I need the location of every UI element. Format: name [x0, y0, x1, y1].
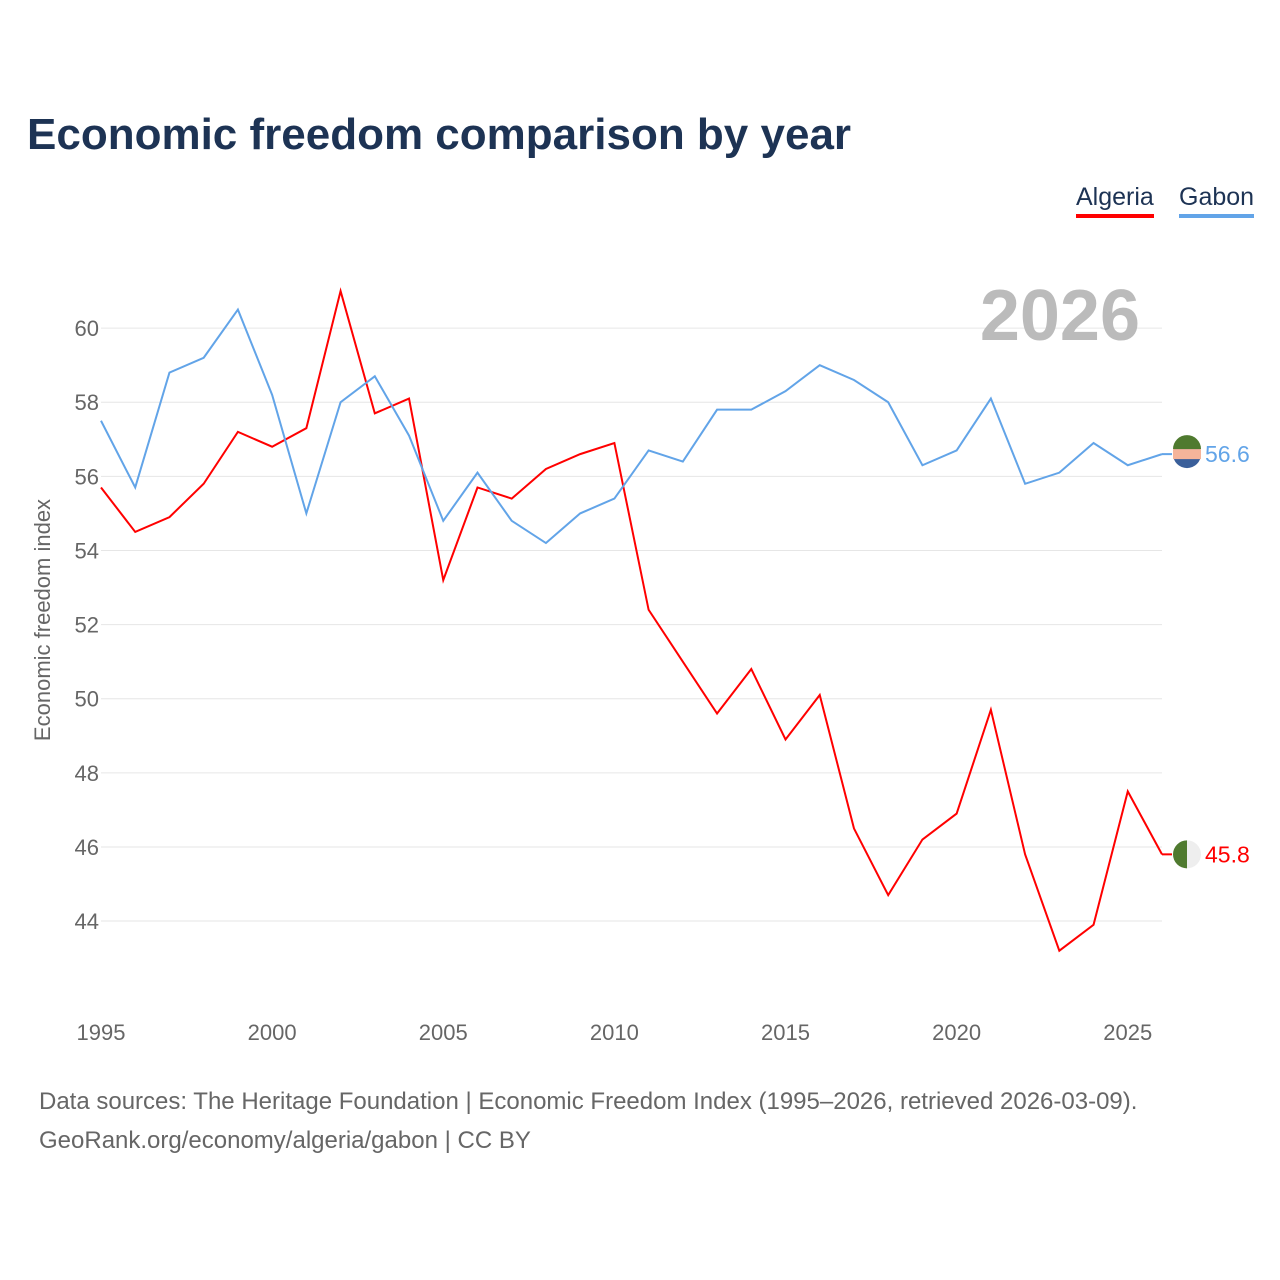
source-link[interactable]: GeoRank.org/economy/algeria/gabon | CC B…	[39, 1127, 531, 1154]
series-line-gabon	[100, 307, 1163, 545]
end-value-label: 56.6	[1205, 441, 1250, 467]
x-tick-label: 2025	[1103, 1020, 1152, 1045]
x-tick-label: 2010	[590, 1020, 639, 1045]
series-line-algeria	[100, 287, 1163, 953]
x-tick-label: 2000	[248, 1020, 297, 1045]
x-tick-label: 1995	[77, 1020, 126, 1045]
end-value-label: 45.8	[1205, 841, 1250, 867]
y-tick-label: 56	[75, 464, 99, 489]
y-tick-label: 60	[75, 316, 99, 341]
y-tick-label: 58	[75, 390, 99, 415]
y-tick-label: 54	[75, 538, 99, 563]
y-tick-label: 44	[75, 909, 99, 934]
x-tick-label: 2005	[419, 1020, 468, 1045]
legend-item-algeria[interactable]: Algeria	[1076, 183, 1154, 218]
y-tick-label: 50	[75, 687, 99, 712]
x-tick-label: 2015	[761, 1020, 810, 1045]
y-axis-label: Economic freedom index	[30, 499, 55, 741]
y-tick-label: 46	[75, 835, 99, 860]
chart-title: Economic freedom comparison by year	[27, 110, 852, 159]
legend-item-gabon[interactable]: Gabon	[1179, 183, 1255, 218]
y-tick-label: 52	[75, 613, 99, 638]
flag-icon-part	[1173, 449, 1201, 460]
source-note: Data sources: The Heritage Foundation | …	[39, 1088, 1138, 1115]
flag-icon-part	[1173, 435, 1201, 450]
y-tick-label: 48	[75, 761, 99, 786]
year-label: 2026	[980, 276, 1140, 356]
x-tick-label: 2020	[932, 1020, 981, 1045]
flag-icon-part	[1173, 840, 1187, 869]
